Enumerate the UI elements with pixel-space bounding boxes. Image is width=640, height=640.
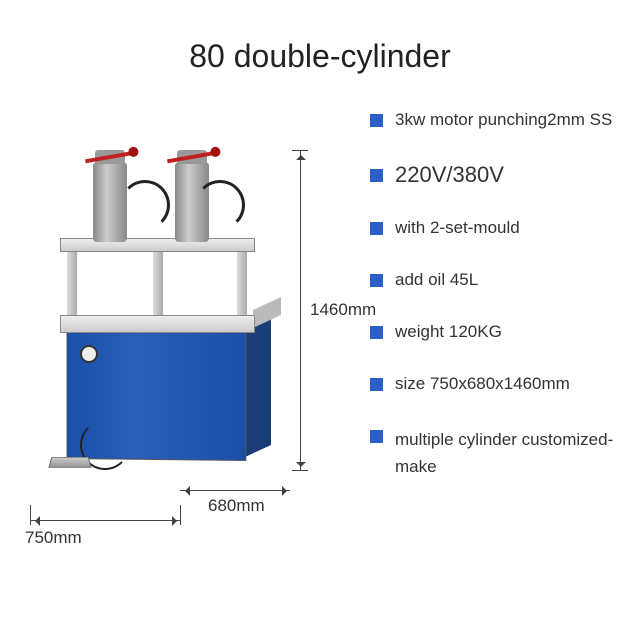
bullet-icon — [370, 114, 383, 127]
spec-item: with 2-set-mould — [370, 218, 630, 238]
spec-list: 3kw motor punching2mm SS 220V/380V with … — [370, 110, 630, 480]
spec-item: multiple cylinder customized-make — [370, 426, 630, 480]
dim-depth-line — [180, 490, 290, 491]
spec-text: size 750x680x1460mm — [395, 374, 570, 394]
spec-item: size 750x680x1460mm — [370, 374, 630, 394]
dim-height-line — [300, 150, 301, 470]
bullet-icon — [370, 378, 383, 391]
dim-height: 1460mm — [310, 300, 376, 320]
machine-illustration — [65, 250, 245, 450]
spec-text: 3kw motor punching2mm SS — [395, 110, 612, 130]
product-title: 80 double-cylinder — [0, 38, 640, 75]
spec-item: weight 120KG — [370, 322, 630, 342]
bullet-icon — [370, 274, 383, 287]
spec-item: 3kw motor punching2mm SS — [370, 110, 630, 130]
spec-item: 220V/380V — [370, 162, 630, 188]
bullet-icon — [370, 222, 383, 235]
spec-text: multiple cylinder customized-make — [395, 426, 630, 480]
spec-text: weight 120KG — [395, 322, 502, 342]
foot-pedal — [48, 457, 91, 468]
bullet-icon — [370, 430, 383, 443]
spec-text: 220V/380V — [395, 162, 504, 188]
spec-text: add oil 45L — [395, 270, 478, 290]
spec-text: with 2-set-mould — [395, 218, 520, 238]
dim-width: 750mm — [25, 528, 82, 548]
bullet-icon — [370, 326, 383, 339]
dim-depth: 680mm — [208, 496, 265, 516]
dim-width-line — [30, 520, 180, 521]
spec-item: add oil 45L — [370, 270, 630, 290]
product-figure: 1460mm 680mm 750mm — [20, 110, 320, 530]
bullet-icon — [370, 169, 383, 182]
